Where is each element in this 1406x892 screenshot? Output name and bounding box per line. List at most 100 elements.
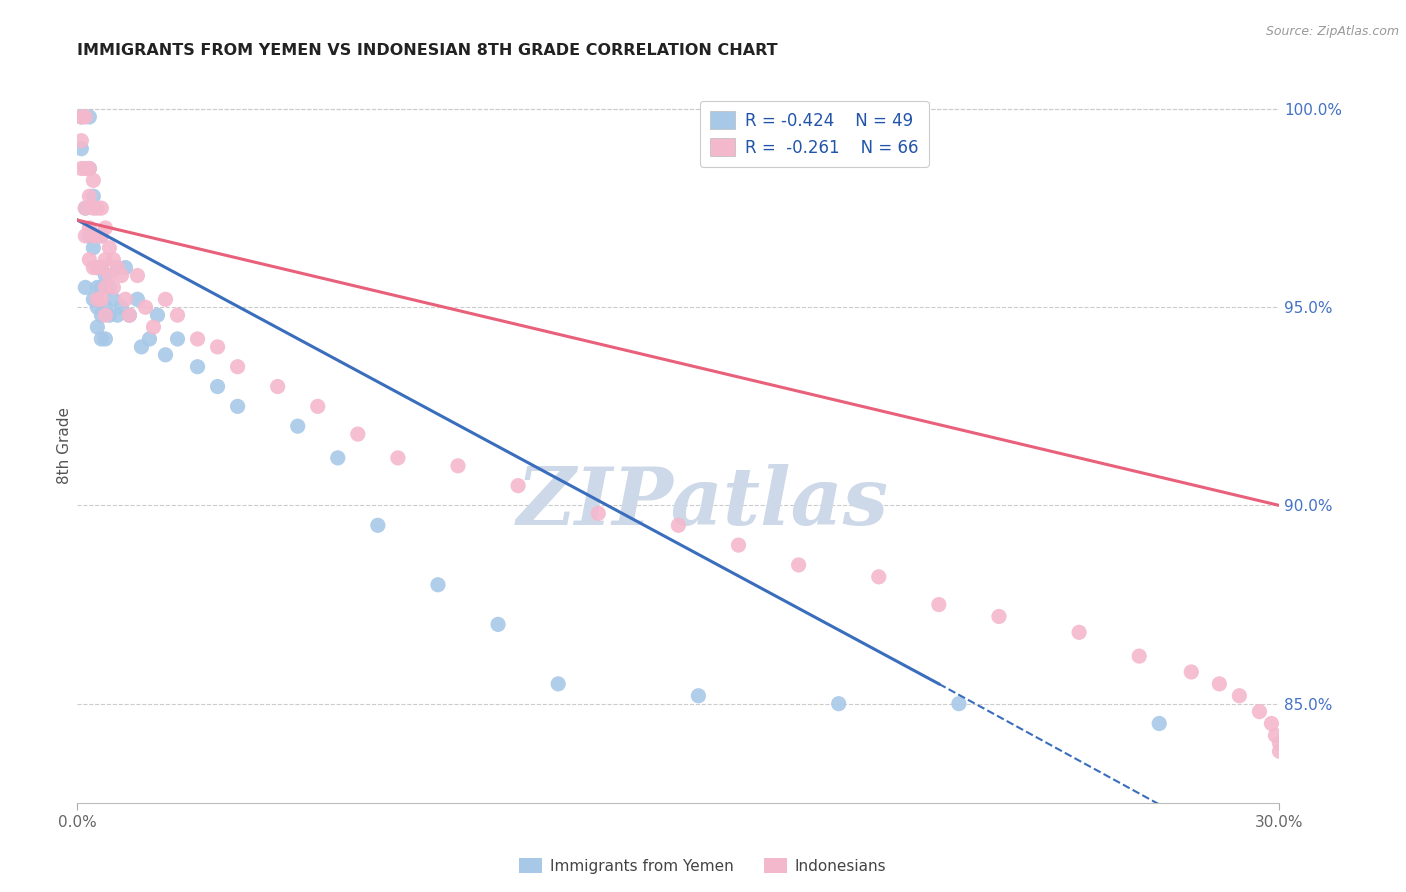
Point — [508, 478, 530, 492]
Point — [86, 293, 108, 307]
Point — [94, 280, 117, 294]
Point — [98, 241, 121, 255]
Point — [387, 450, 409, 465]
Point — [1229, 689, 1251, 703]
Point — [155, 348, 177, 362]
Legend: Immigrants from Yemen, Indonesians: Immigrants from Yemen, Indonesians — [513, 852, 893, 880]
Point — [94, 308, 117, 322]
Point — [868, 570, 890, 584]
Point — [70, 161, 93, 176]
Point — [103, 252, 125, 267]
Point — [90, 201, 112, 215]
Point — [226, 400, 249, 414]
Point — [75, 110, 97, 124]
Point — [1128, 649, 1150, 664]
Point — [138, 332, 160, 346]
Point — [127, 293, 149, 307]
Point — [127, 268, 149, 283]
Point — [1268, 736, 1291, 750]
Point — [98, 308, 121, 322]
Point — [82, 260, 104, 275]
Point — [70, 110, 93, 124]
Point — [90, 280, 112, 294]
Point — [287, 419, 309, 434]
Text: ZIPatlas: ZIPatlas — [516, 465, 889, 541]
Point — [155, 293, 177, 307]
Point — [94, 268, 117, 283]
Point — [828, 697, 851, 711]
Point — [90, 228, 112, 243]
Point — [94, 252, 117, 267]
Point — [142, 320, 165, 334]
Point — [166, 308, 188, 322]
Point — [98, 280, 121, 294]
Point — [134, 300, 156, 314]
Point — [103, 293, 125, 307]
Point — [82, 173, 104, 187]
Point — [94, 221, 117, 235]
Point — [107, 308, 129, 322]
Point — [86, 320, 108, 334]
Point — [70, 134, 93, 148]
Point — [90, 260, 112, 275]
Point — [267, 379, 290, 393]
Point — [90, 260, 112, 275]
Point — [79, 228, 101, 243]
Point — [1260, 716, 1282, 731]
Point — [948, 697, 970, 711]
Point — [326, 450, 349, 465]
Point — [70, 110, 93, 124]
Point — [82, 293, 104, 307]
Point — [86, 228, 108, 243]
Point — [82, 189, 104, 203]
Point — [82, 241, 104, 255]
Point — [787, 558, 810, 572]
Point — [146, 308, 169, 322]
Point — [588, 507, 610, 521]
Point — [1268, 744, 1291, 758]
Point — [79, 221, 101, 235]
Point — [79, 189, 101, 203]
Point — [1208, 677, 1230, 691]
Point — [79, 161, 101, 176]
Point — [75, 201, 97, 215]
Point — [82, 228, 104, 243]
Point — [307, 400, 329, 414]
Point — [547, 677, 569, 691]
Point — [107, 260, 129, 275]
Point — [107, 260, 129, 275]
Point — [118, 308, 141, 322]
Point — [86, 300, 108, 314]
Point — [668, 518, 690, 533]
Point — [1149, 716, 1171, 731]
Legend: R = -0.424    N = 49, R =  -0.261    N = 66: R = -0.424 N = 49, R = -0.261 N = 66 — [700, 101, 928, 167]
Point — [131, 340, 153, 354]
Point — [187, 332, 209, 346]
Point — [82, 201, 104, 215]
Point — [79, 252, 101, 267]
Point — [166, 332, 188, 346]
Point — [90, 308, 112, 322]
Point — [486, 617, 509, 632]
Point — [207, 379, 229, 393]
Point — [90, 293, 112, 307]
Point — [187, 359, 209, 374]
Point — [988, 609, 1011, 624]
Point — [75, 228, 97, 243]
Point — [367, 518, 389, 533]
Point — [118, 308, 141, 322]
Point — [226, 359, 249, 374]
Point — [103, 280, 125, 294]
Point — [90, 332, 112, 346]
Point — [79, 110, 101, 124]
Point — [75, 280, 97, 294]
Point — [79, 161, 101, 176]
Point — [94, 300, 117, 314]
Point — [110, 268, 132, 283]
Point — [110, 300, 132, 314]
Point — [207, 340, 229, 354]
Point — [928, 598, 950, 612]
Point — [70, 142, 93, 156]
Point — [114, 260, 136, 275]
Point — [86, 201, 108, 215]
